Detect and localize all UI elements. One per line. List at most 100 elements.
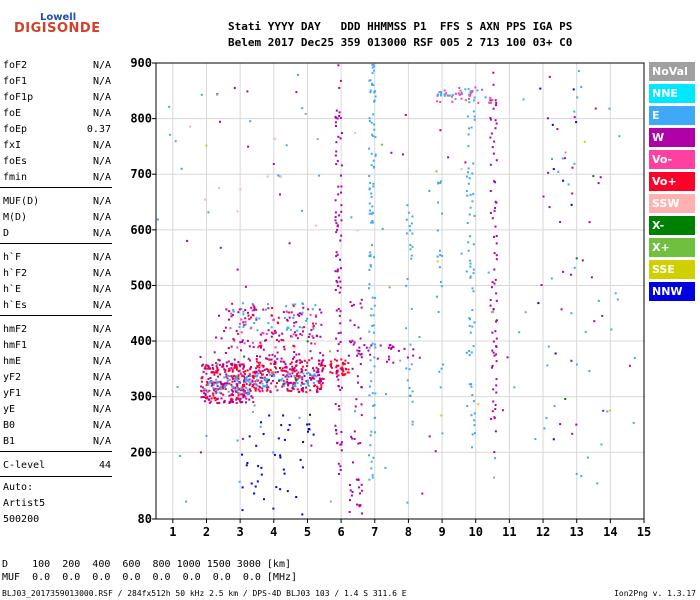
echo-point [494,119,497,122]
echo-point [320,364,323,367]
param-name: foF2 [3,60,28,71]
echo-point [298,375,301,378]
echo-point [320,377,323,380]
legend-item: Vo+ [649,172,695,191]
echo-point [443,93,446,96]
echo-point [233,363,236,366]
echo-point [472,110,475,113]
echo-point [253,386,256,389]
echo-point [270,382,273,385]
echo-point [406,379,409,382]
echo-point [596,482,599,485]
echo-point [356,354,359,357]
echo-point [436,93,439,96]
echo-point [562,270,565,273]
echo-point [489,117,492,119]
echo-point [313,373,316,376]
echo-point [349,489,352,492]
echo-point [473,214,476,217]
echo-point [406,204,409,207]
echo-point [301,365,304,368]
echo-point [247,145,250,148]
echo-point [438,370,441,373]
echo-point [252,304,255,307]
echo-point [593,320,596,323]
param-value: N/A [92,156,111,167]
echo-point [320,362,323,365]
param-row: yE N/A [3,404,111,420]
echo-point [372,182,375,185]
param-row: fmin N/A [3,172,111,188]
echo-point [343,373,346,376]
legend-item: E [649,106,695,125]
echo-point [231,385,234,388]
echo-point [203,392,206,395]
echo-point [321,382,324,385]
echo-point [335,432,338,435]
echo-point [334,154,337,157]
echo-point [495,254,498,257]
param-value: N/A [92,212,111,223]
echo-point [471,325,474,328]
echo-point [310,342,313,345]
echo-point [472,162,475,165]
echo-point [306,372,308,375]
echo-point [312,382,315,384]
echo-point [340,204,343,207]
param-row: h`E N/A [3,284,111,300]
echo-point [495,384,498,387]
echo-point [248,384,251,387]
echo-point [374,136,377,139]
echo-point [220,383,223,386]
echo-point [179,455,182,457]
echo-point [575,472,578,475]
echo-point [279,379,282,382]
echo-point [219,381,222,384]
param-row: hmE N/A [3,356,111,372]
echo-point [258,361,261,364]
echo-point [222,393,225,396]
echo-point [343,362,346,365]
echo-point [473,96,476,99]
echo-point [372,84,375,87]
echo-point [301,382,304,385]
echo-point [258,390,261,393]
echo-point [215,365,218,368]
echo-point [255,370,258,373]
echo-point [219,373,222,376]
panel-divider [0,243,112,244]
echo-point [168,105,171,108]
echo-point [628,364,631,367]
echo-point [472,290,475,293]
echo-point [280,338,283,341]
echo-point [374,153,377,156]
echo-point [222,383,225,386]
echo-point [371,211,374,214]
echo-point [492,351,495,354]
echo-point [212,387,215,390]
echo-point [281,377,284,380]
echo-point [301,326,304,329]
echo-point [495,159,498,162]
echo-point [254,485,257,488]
echo-point [356,503,359,506]
echo-point [292,304,295,307]
echo-point [292,333,295,336]
echo-point [265,339,268,342]
echo-point [215,371,217,374]
echo-point [368,454,370,457]
param-value: N/A [92,436,111,447]
echo-point [275,339,278,341]
echo-point [597,182,600,185]
param-value: N/A [92,372,111,383]
echo-point [205,144,208,147]
echo-point [404,114,407,116]
echo-point [358,346,361,349]
param-value: N/A [92,140,111,151]
echo-point [408,368,411,371]
echo-point [238,322,241,325]
echo-point [272,374,275,377]
echo-point [473,115,476,118]
echo-point [243,390,246,393]
echo-point [336,253,339,256]
